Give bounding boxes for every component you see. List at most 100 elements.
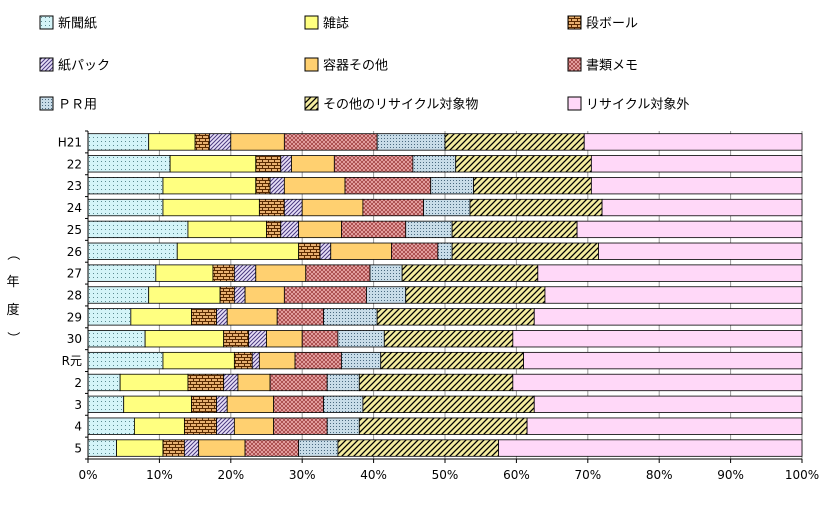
bar-segment <box>87 220 189 239</box>
bar-segment <box>134 417 185 435</box>
bar-segment <box>144 330 225 348</box>
bar-segment <box>223 373 239 392</box>
bar-segment <box>583 133 803 151</box>
bar-segment <box>233 351 253 370</box>
bar-segment <box>258 198 285 217</box>
bar-segment <box>401 264 539 282</box>
bar-segment <box>298 220 342 239</box>
legend-label: 書類メモ <box>586 59 638 74</box>
bar-segment <box>87 198 164 217</box>
x-tick-label: 70% <box>574 468 601 482</box>
bar-segment <box>155 264 214 282</box>
bar-segment <box>187 373 225 392</box>
bar-segment <box>212 264 235 282</box>
bar-segment <box>183 417 217 435</box>
x-tick-label: 50% <box>432 468 459 482</box>
bar-segment <box>248 330 267 348</box>
bar-segment <box>369 264 403 282</box>
bar-segment <box>283 286 367 304</box>
bar-segment <box>226 395 275 413</box>
bar-segment <box>219 286 235 304</box>
bar-segment <box>590 177 803 195</box>
x-tick-label: 0% <box>78 468 97 482</box>
bar-segment <box>341 220 407 239</box>
bar-segment <box>255 155 282 173</box>
bar-segment <box>473 177 592 195</box>
bar-segment <box>183 439 200 457</box>
bar-segment <box>87 177 164 195</box>
bar-segment <box>537 264 803 282</box>
bar-segment <box>191 395 217 413</box>
bar-segment <box>405 220 453 239</box>
bar-segment <box>283 177 346 195</box>
bar-segment <box>376 308 535 326</box>
bar-segment <box>391 242 439 260</box>
bar-segment <box>269 373 328 392</box>
bar-segment <box>291 155 335 173</box>
bar-segment <box>87 264 157 282</box>
bar-segment <box>258 351 296 370</box>
bar-segment <box>255 177 271 195</box>
bar-segment <box>358 417 528 435</box>
bar-segment <box>305 264 371 282</box>
x-tick-label: 30% <box>289 468 316 482</box>
bar-segment <box>526 417 803 435</box>
bar-segment <box>341 351 382 370</box>
chart-axes: 0% 10% 20% 30% 40% 50% 60% 70% 80% 90% 100% <box>78 130 819 482</box>
bar-segment <box>266 330 303 348</box>
bar-segment <box>130 308 192 326</box>
bar-segment <box>87 133 150 151</box>
bar-segment <box>405 286 546 304</box>
bar-segment <box>226 308 278 326</box>
y-axis-label: （ 年度 ） <box>5 247 20 344</box>
bar-segment <box>87 308 132 326</box>
y-tick-label: 23 <box>67 179 82 193</box>
bar-segment <box>208 133 232 151</box>
legend-swatch <box>304 57 319 72</box>
bar-segment <box>87 395 125 413</box>
y-tick-label: 4 <box>74 420 82 434</box>
bar-segment <box>87 155 171 173</box>
bar-segment <box>380 351 524 370</box>
y-tick-label: 30 <box>67 332 82 346</box>
y-tick-label: 2 <box>74 376 82 390</box>
bar-segment <box>176 242 300 260</box>
legend-swatch <box>304 15 319 30</box>
y-axis-label-char: ） <box>5 331 20 344</box>
bar-segment <box>251 351 260 370</box>
legend-label: 段ボール <box>586 17 638 32</box>
bar-segment <box>216 308 228 326</box>
bar-segment <box>87 417 135 435</box>
bar-segment <box>187 220 267 239</box>
legend-swatch <box>567 96 582 111</box>
x-tick-label: 10% <box>146 468 173 482</box>
x-tick-label: 100% <box>785 468 819 482</box>
y-tick-label: 24 <box>67 201 82 215</box>
bar-segment <box>87 351 164 370</box>
bar-segment <box>326 373 360 392</box>
bar-segment <box>87 242 178 260</box>
bar-segment <box>533 308 803 326</box>
bar-segment <box>283 133 378 151</box>
y-tick-label: 3 <box>74 398 82 412</box>
bar-segment <box>444 133 585 151</box>
legend-swatch <box>567 57 582 72</box>
bar-segment <box>301 198 364 217</box>
bar-segment <box>280 155 292 173</box>
legend-label: リサイクル対象外 <box>586 98 689 113</box>
legend-swatch <box>304 96 319 111</box>
bar-segment <box>230 133 285 151</box>
bar-segment <box>123 395 192 413</box>
bar-segment <box>298 439 339 457</box>
y-tick-label: 26 <box>67 245 82 259</box>
bar-segment <box>330 242 392 260</box>
bar-segment <box>273 417 328 435</box>
bar-segment <box>423 198 471 217</box>
legend-label: 容器その他 <box>323 58 388 74</box>
bar-segment <box>323 308 378 326</box>
legend-swatch <box>39 15 54 30</box>
bar-segment <box>266 220 282 239</box>
bar-segment <box>216 417 235 435</box>
